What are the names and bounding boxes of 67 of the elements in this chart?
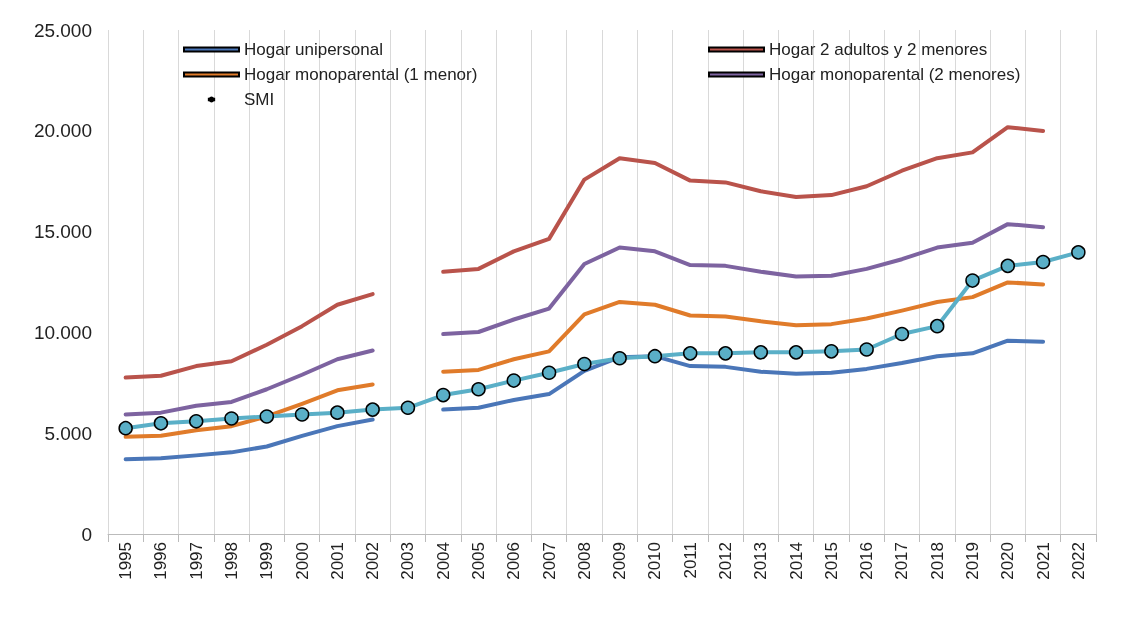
x-tick-label: 2020 — [998, 542, 1018, 580]
point — [541, 365, 557, 380]
point — [965, 273, 980, 288]
point — [400, 400, 416, 416]
point — [471, 382, 486, 397]
point — [859, 342, 874, 357]
point — [647, 348, 663, 364]
y-tick-label: 25.000 — [33, 19, 92, 41]
x-tick-label: 2000 — [292, 542, 312, 580]
y-tick-label: 15.000 — [33, 221, 92, 243]
point — [224, 411, 239, 426]
point — [718, 346, 733, 361]
point — [577, 356, 592, 372]
x-tick-label: 2016 — [857, 542, 877, 580]
x-tick-label: 2018 — [927, 542, 947, 580]
point — [330, 405, 345, 420]
point — [1071, 245, 1086, 260]
x-tick-label: 2001 — [327, 542, 347, 580]
point — [824, 344, 839, 359]
y-tick-label: 10.000 — [33, 321, 92, 343]
x-tick-label: 2021 — [1033, 542, 1053, 580]
point — [259, 409, 275, 424]
point — [365, 402, 380, 417]
point — [188, 414, 204, 429]
point — [612, 350, 627, 366]
point — [1035, 254, 1051, 270]
point — [1000, 258, 1016, 274]
point — [506, 373, 522, 388]
x-tick-label: 2015 — [821, 542, 841, 580]
legend-label: Hogar unipersonal — [244, 40, 383, 59]
x-tick-label: 2010 — [645, 542, 665, 580]
x-tick-label: 2002 — [363, 542, 383, 580]
point — [753, 345, 769, 360]
x-tick-label: 2012 — [716, 542, 735, 580]
x-tick-label: 2022 — [1068, 542, 1088, 580]
x-tick-label: 2005 — [469, 542, 488, 580]
x-tick-label: 2004 — [433, 542, 453, 580]
x-tick-label: 2014 — [786, 542, 806, 580]
x-tick-label: 2011 — [680, 542, 700, 579]
y-tick-label: 5.000 — [44, 422, 92, 444]
x-tick-label: 2013 — [751, 542, 771, 580]
x-tick-label: 2008 — [574, 542, 594, 580]
y-tick-label: 20.000 — [33, 120, 92, 142]
point — [153, 416, 169, 431]
legend-label: Hogar monoparental (1 menor) — [244, 65, 478, 84]
x-tick-label: 2003 — [398, 542, 418, 580]
legend-label: Hogar monoparental (2 menores) — [769, 65, 1021, 84]
x-tick-label: 1996 — [151, 542, 171, 580]
x-tick-label: 1995 — [116, 542, 136, 580]
x-tick-label: 2019 — [963, 542, 982, 580]
point — [294, 407, 310, 422]
x-tick-label: 1997 — [186, 542, 206, 580]
point — [682, 346, 698, 361]
x-tick-label: 2009 — [610, 542, 630, 580]
x-tick-label: 1999 — [257, 542, 277, 580]
x-tick-label: 1998 — [222, 542, 241, 580]
point — [894, 326, 910, 342]
point — [435, 387, 451, 403]
y-tick-label: 0 — [81, 523, 92, 545]
x-tick-label: 2006 — [504, 542, 524, 580]
point — [118, 420, 133, 436]
x-tick-label: 2007 — [539, 542, 559, 580]
legend-label: SMI — [244, 90, 275, 109]
point — [788, 345, 804, 360]
x-tick-label: 2017 — [892, 542, 912, 580]
point — [929, 318, 945, 334]
legend-label: Hogar 2 adultos y 2 menores — [769, 40, 988, 59]
